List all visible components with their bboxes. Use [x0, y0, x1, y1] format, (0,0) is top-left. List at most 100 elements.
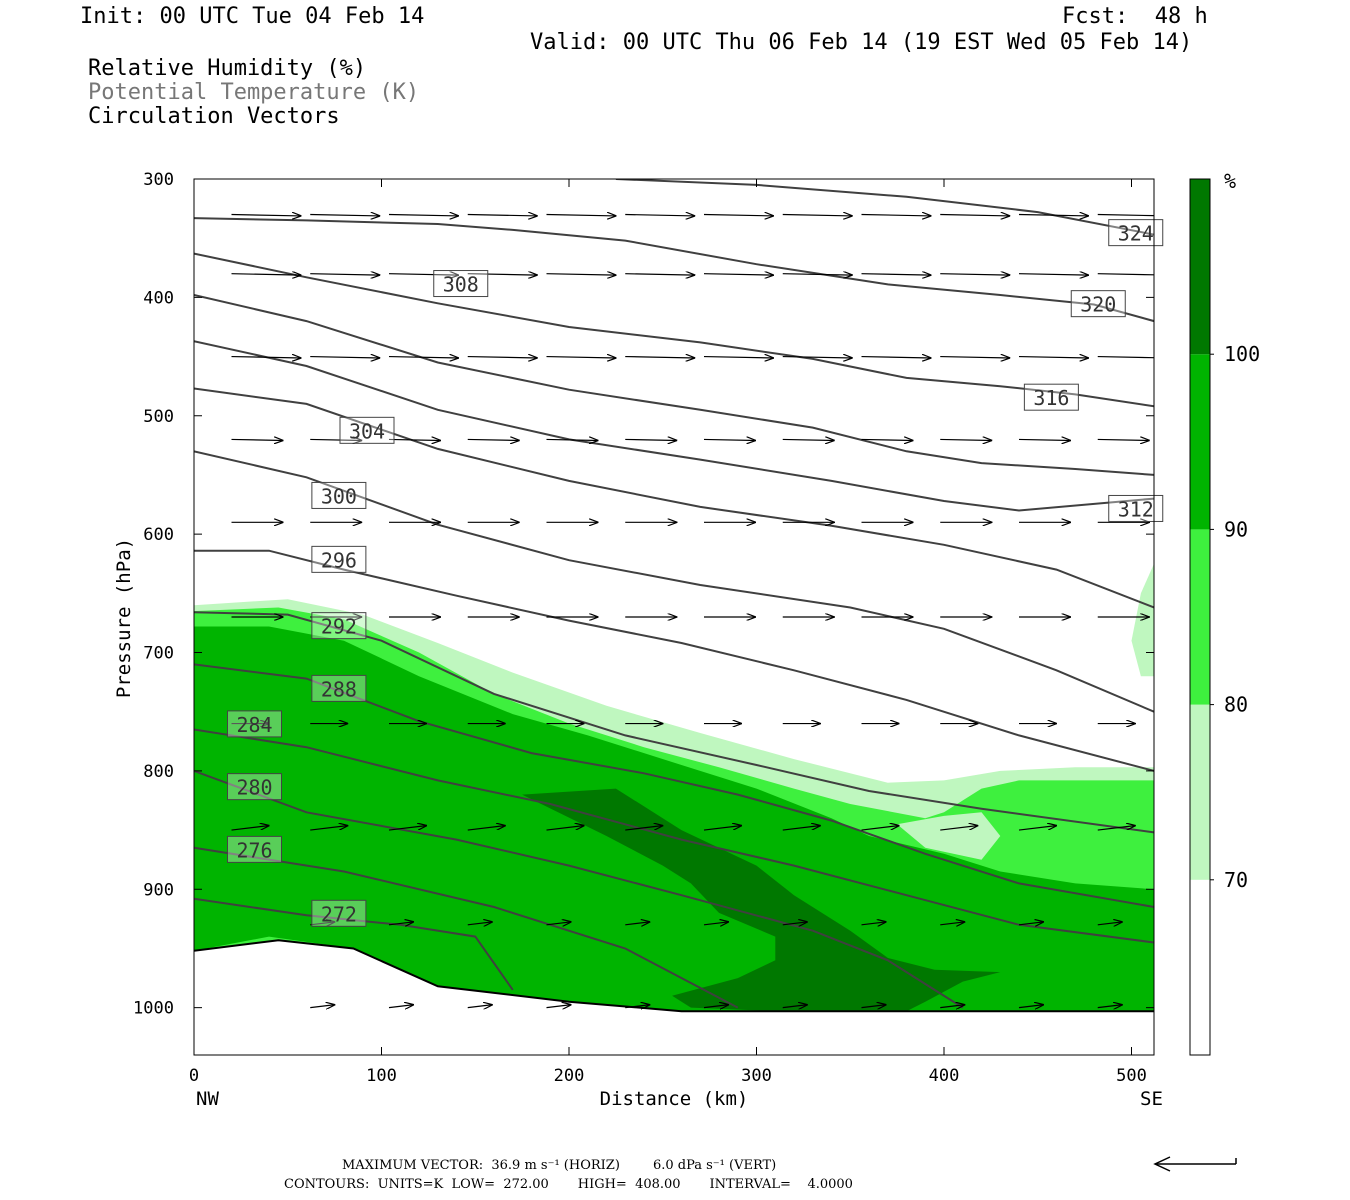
circulation-vector [861, 1005, 887, 1008]
circulation-vector [703, 439, 756, 440]
circulation-vector [467, 922, 493, 925]
isentrope-labels: 272 276 280 284 288 292 296 300 304 308 312 316 320 3… [227, 219, 1164, 927]
circulation-vector [1018, 215, 1089, 216]
y-axis-label: Pressure (hPa) [113, 538, 135, 698]
colorbar-frame [1189, 178, 1211, 1056]
isentrope-label-320: 320 [1080, 293, 1116, 317]
circulation-vector [1018, 357, 1089, 358]
y-tick-label: 1000 [133, 999, 174, 1019]
isentrope-316 [194, 252, 1154, 408]
isentrope-300 [194, 450, 1154, 713]
circulation-vector [388, 215, 459, 216]
isentrope-292 [194, 611, 1154, 834]
circulation-vector [310, 439, 362, 440]
colorbar-swatch [1190, 354, 1210, 530]
circulation-vector [1097, 273, 1154, 276]
isentrope-312 [194, 294, 1154, 476]
x-tick-label: 300 [741, 1066, 772, 1086]
circulation-vector [388, 357, 459, 358]
circulation-vector [625, 357, 695, 358]
isentrope-label-box-308 [433, 270, 489, 298]
field-label-theta: Potential Temperature (K) [88, 80, 420, 105]
rh-100-region [522, 788, 1001, 1012]
circulation-vector [625, 439, 677, 440]
colorbar-level-label: 70 [1224, 868, 1248, 892]
circulation-vector [940, 439, 992, 440]
circulation-vector [310, 1005, 335, 1008]
colorbar-level-label: 100 [1224, 342, 1260, 366]
circulation-vector [1018, 274, 1089, 275]
circulation-vector [782, 215, 853, 216]
circulation-vector [861, 357, 932, 358]
circulation-vector [546, 357, 617, 358]
colorbar-swatch [1190, 704, 1210, 880]
isentrope-284 [194, 728, 1154, 944]
circulation-vector [940, 826, 978, 831]
circulation-vector [1097, 213, 1154, 217]
isentrope-label-308: 308 [443, 273, 479, 297]
isentrope-288 [194, 663, 1154, 908]
circulation-vector [1097, 922, 1123, 925]
field-label-rh: Relative Humidity (%) [88, 56, 367, 81]
contour-info: CONTOURS: UNITS=K LOW= 272.00 HIGH= 408.… [284, 1177, 853, 1192]
rh-shading [194, 563, 1154, 1013]
circulation-vector [231, 274, 302, 275]
circulation-vector [782, 439, 835, 440]
circulation-vector [388, 922, 414, 925]
init-time: Init: 00 UTC Tue 04 Feb 14 [80, 4, 425, 29]
isentrope-label-box-320 [1070, 290, 1126, 318]
colorbar-level-label: 80 [1224, 693, 1248, 717]
y-tick-label: 800 [143, 762, 174, 782]
axes: 300 400 500 600 700 800 900 1000 0 100 200 300 400 50… [133, 170, 1154, 1086]
circulation-vector [231, 439, 284, 440]
circulation-vector [1097, 826, 1136, 831]
circulation-vector [703, 274, 774, 275]
rh-70-edge [1131, 563, 1154, 677]
circulation-vector [546, 439, 599, 440]
circulation-vector [940, 922, 965, 925]
y-tick-label: 700 [143, 644, 174, 664]
circulation-vector [940, 1005, 965, 1008]
isentrope-276 [194, 846, 739, 1009]
reference-vector-icon [1153, 1156, 1237, 1172]
isentrope-272 [194, 897, 514, 991]
circulation-vector [782, 1005, 808, 1008]
terrain-line [194, 939, 1154, 1013]
circulation-vector [703, 1005, 729, 1008]
isentrope-label-280: 280 [236, 776, 272, 800]
isentrope-label-box-292 [311, 612, 367, 640]
isentrope-label-box-316 [1023, 383, 1079, 411]
circulation-vector [388, 439, 441, 440]
colorbar-unit: % [1224, 169, 1236, 193]
circulation-vector [546, 826, 585, 831]
isentrope-label-292: 292 [321, 615, 357, 639]
y-tick-label: 500 [143, 407, 174, 427]
isentrope-label-304: 304 [349, 419, 385, 443]
x-tick-label: 200 [554, 1066, 585, 1086]
x-tick-label: 400 [929, 1066, 960, 1086]
circulation-vector [782, 922, 808, 925]
isentrope-label-box-304 [339, 416, 395, 444]
circulation-vector [1097, 439, 1150, 440]
isentrope-304 [194, 387, 1154, 609]
isentrope-296 [194, 549, 1154, 772]
circulation-vector [1018, 922, 1044, 925]
circulation-vector [231, 357, 302, 358]
circulation-vector [625, 274, 695, 275]
circulation-vector [546, 922, 572, 925]
isentrope-320 [194, 217, 1154, 323]
x-tick-label: 500 [1116, 1066, 1147, 1086]
circulation-vector [467, 274, 538, 275]
circulation-vector [940, 357, 1010, 358]
circulation-vector [940, 274, 1010, 275]
circulation-vector [388, 826, 427, 831]
circulation-vector [310, 826, 348, 831]
circulation-vector [467, 357, 538, 358]
isentrope-label-324: 324 [1118, 222, 1154, 246]
circulation-vector [546, 215, 617, 216]
colorbar-swatch [1190, 529, 1210, 705]
circulation-vector [467, 439, 520, 440]
y-tick-label: 900 [143, 880, 174, 900]
circulation-vectors [231, 213, 1154, 1008]
